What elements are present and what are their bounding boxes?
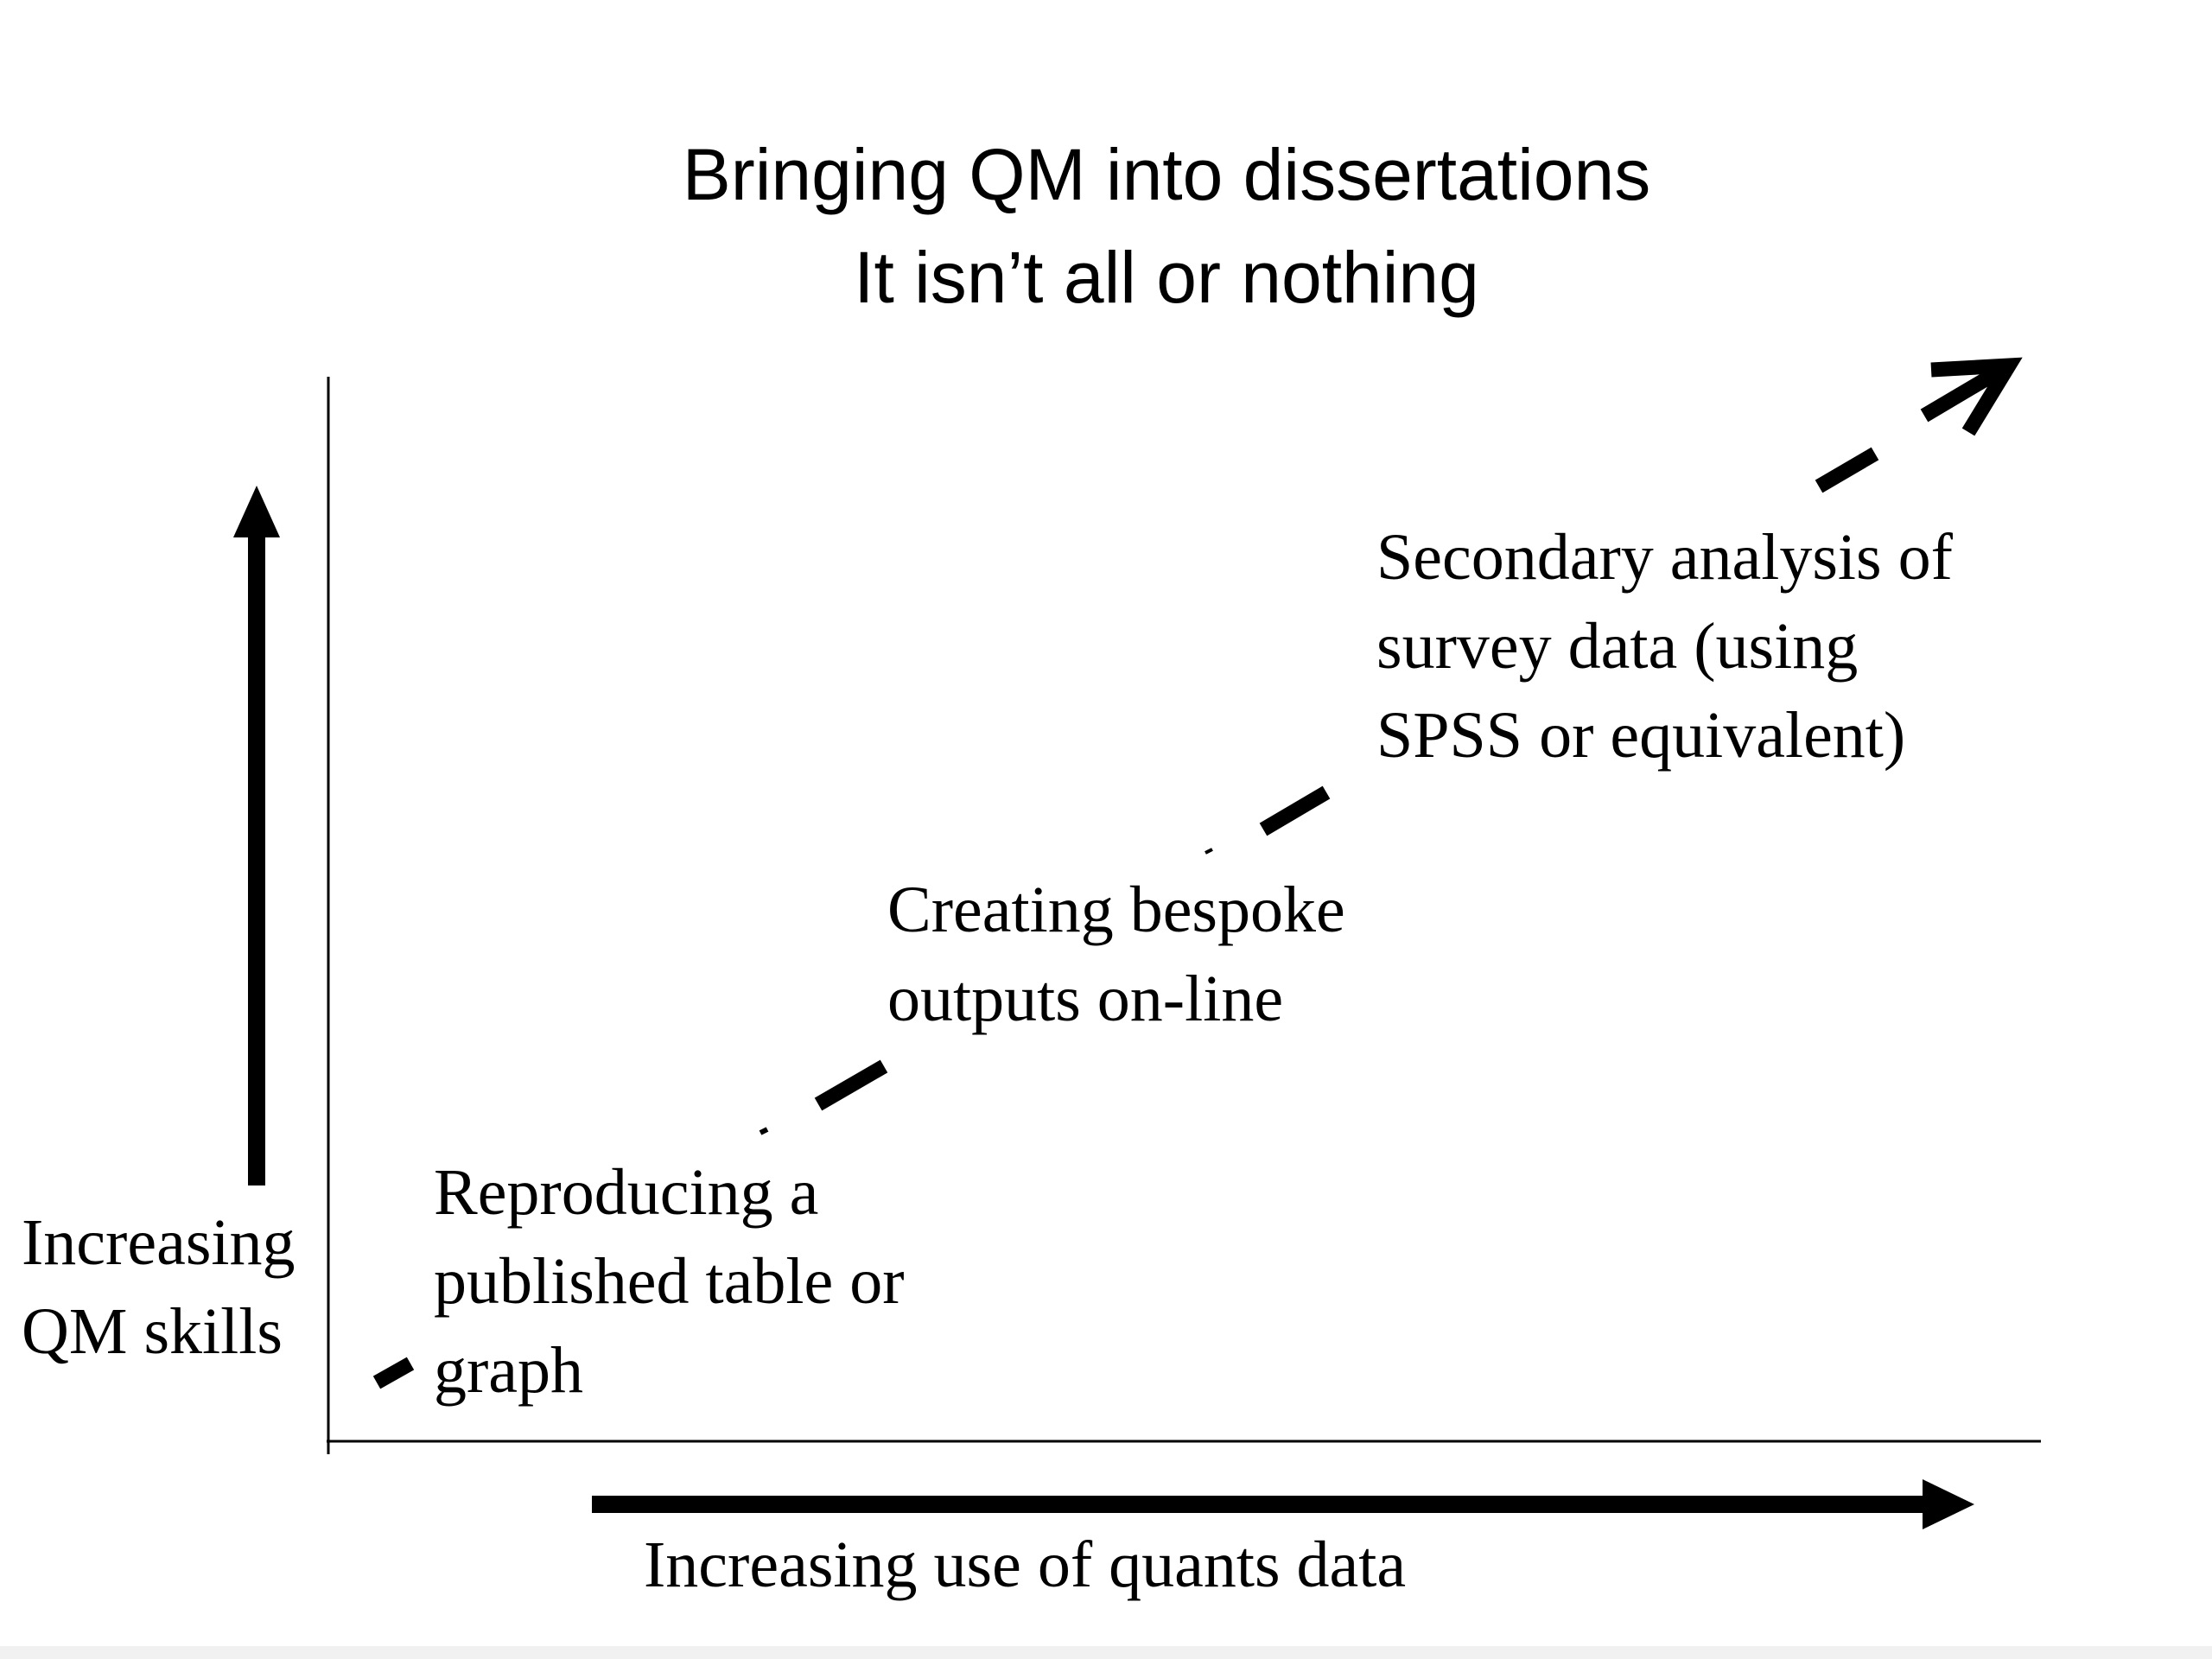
stage-3-line-3: SPSS or equivalent) [1376, 699, 1905, 772]
stage-label-secondary-analysis: Secondary analysis of survey data (using… [1376, 521, 1954, 772]
stage-3-line-2: survey data (using [1376, 610, 1858, 683]
progress-dash [372, 1357, 415, 1389]
progress-dash [1815, 447, 1879, 493]
slide-title: Bringing QM into dissertations It isn’t … [683, 134, 1651, 318]
arrow-right-icon [592, 1479, 1974, 1529]
y-axis-label: Increasing QM skills [22, 1206, 296, 1368]
progress-arrowhead [1920, 357, 2023, 436]
stage-3-line-1: Secondary analysis of [1376, 521, 1954, 594]
progress-dash [1205, 848, 1213, 855]
progress-dash [1259, 785, 1331, 836]
stage-1-line-2: published table or [434, 1245, 905, 1318]
stage-1-line-3: graph [434, 1334, 583, 1407]
slide-bottom-strip [0, 1646, 2212, 1659]
stage-label-creating: Creating bespoke outputs on-line [887, 874, 1345, 1035]
stage-2-line-1: Creating bespoke [887, 874, 1345, 946]
stage-label-reproducing: Reproducing a published table or graph [434, 1156, 905, 1407]
title-line-1: Bringing QM into dissertations [683, 134, 1651, 215]
x-axis-label: Increasing use of quants data [644, 1529, 1406, 1601]
arrow-up-icon [233, 486, 280, 1185]
progress-dash [759, 1127, 769, 1135]
title-line-2: It isn’t all or nothing [854, 237, 1479, 318]
progress-dash [814, 1059, 888, 1111]
y-axis-label-line-2: QM skills [22, 1295, 283, 1368]
dashed-diagonal-arrow-icon [372, 357, 2023, 1389]
stage-2-line-2: outputs on-line [887, 963, 1283, 1035]
y-axis-label-line-1: Increasing [22, 1206, 296, 1279]
axes-frame [327, 377, 2041, 1454]
stage-1-line-1: Reproducing a [434, 1156, 818, 1229]
